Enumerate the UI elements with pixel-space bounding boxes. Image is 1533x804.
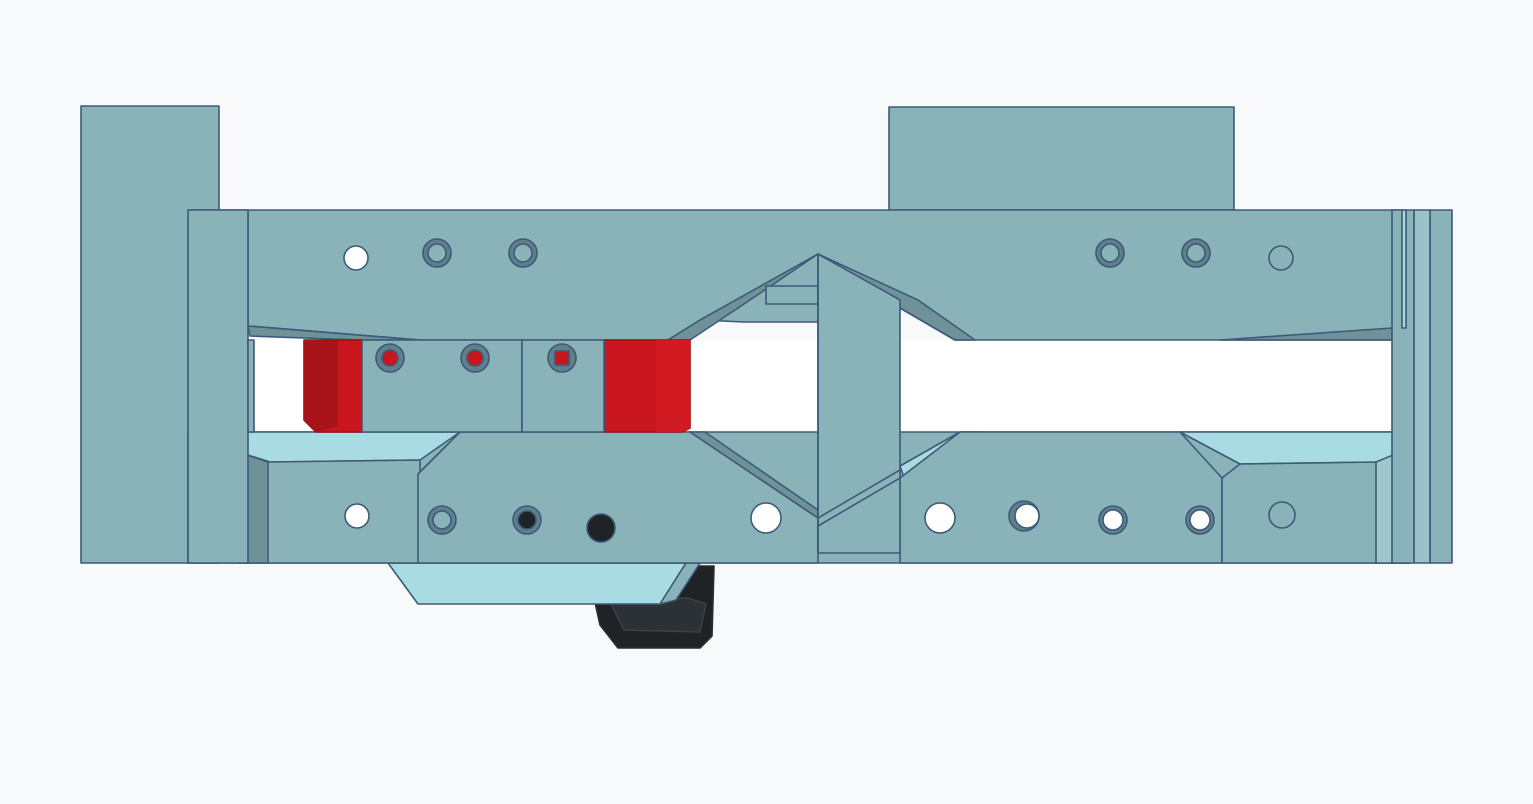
hole	[1014, 503, 1040, 529]
right-end-plate-edge	[1401, 209, 1407, 329]
square-hole	[554, 350, 570, 366]
left-side-plate[interactable]	[187, 209, 249, 564]
red-spacer-left-shade	[304, 340, 338, 432]
hole	[586, 513, 616, 543]
hole	[1100, 243, 1120, 263]
upper-rail-holes	[343, 238, 1294, 271]
hole	[427, 243, 447, 263]
lower-block-center-right[interactable]	[899, 431, 1223, 564]
hole	[1268, 245, 1294, 271]
hole	[432, 510, 452, 530]
hole	[343, 245, 369, 271]
bottom-clip-part[interactable]	[387, 562, 687, 605]
hole	[513, 243, 533, 263]
hole	[466, 349, 484, 367]
upper-rail-notch	[765, 285, 819, 305]
red-spacer-right-shade	[656, 340, 690, 432]
hole	[517, 510, 537, 530]
right-end-plate-outer[interactable]	[1429, 209, 1453, 564]
hole	[381, 349, 399, 367]
lower-rail-holes	[344, 500, 1296, 543]
hole	[1189, 509, 1211, 531]
upper-rail-part[interactable]	[187, 209, 1403, 341]
center-crossbar-part[interactable]	[817, 253, 901, 554]
hole	[750, 502, 782, 534]
hole	[1102, 509, 1124, 531]
hole	[344, 503, 370, 529]
hole	[1186, 243, 1206, 263]
hole	[924, 502, 956, 534]
mount-plate-holes	[375, 343, 577, 373]
hole	[1268, 501, 1296, 529]
top-right-block-part[interactable]	[888, 106, 1235, 211]
left-side-plate-face	[247, 339, 255, 433]
right-end-plate-mid	[1413, 209, 1431, 564]
